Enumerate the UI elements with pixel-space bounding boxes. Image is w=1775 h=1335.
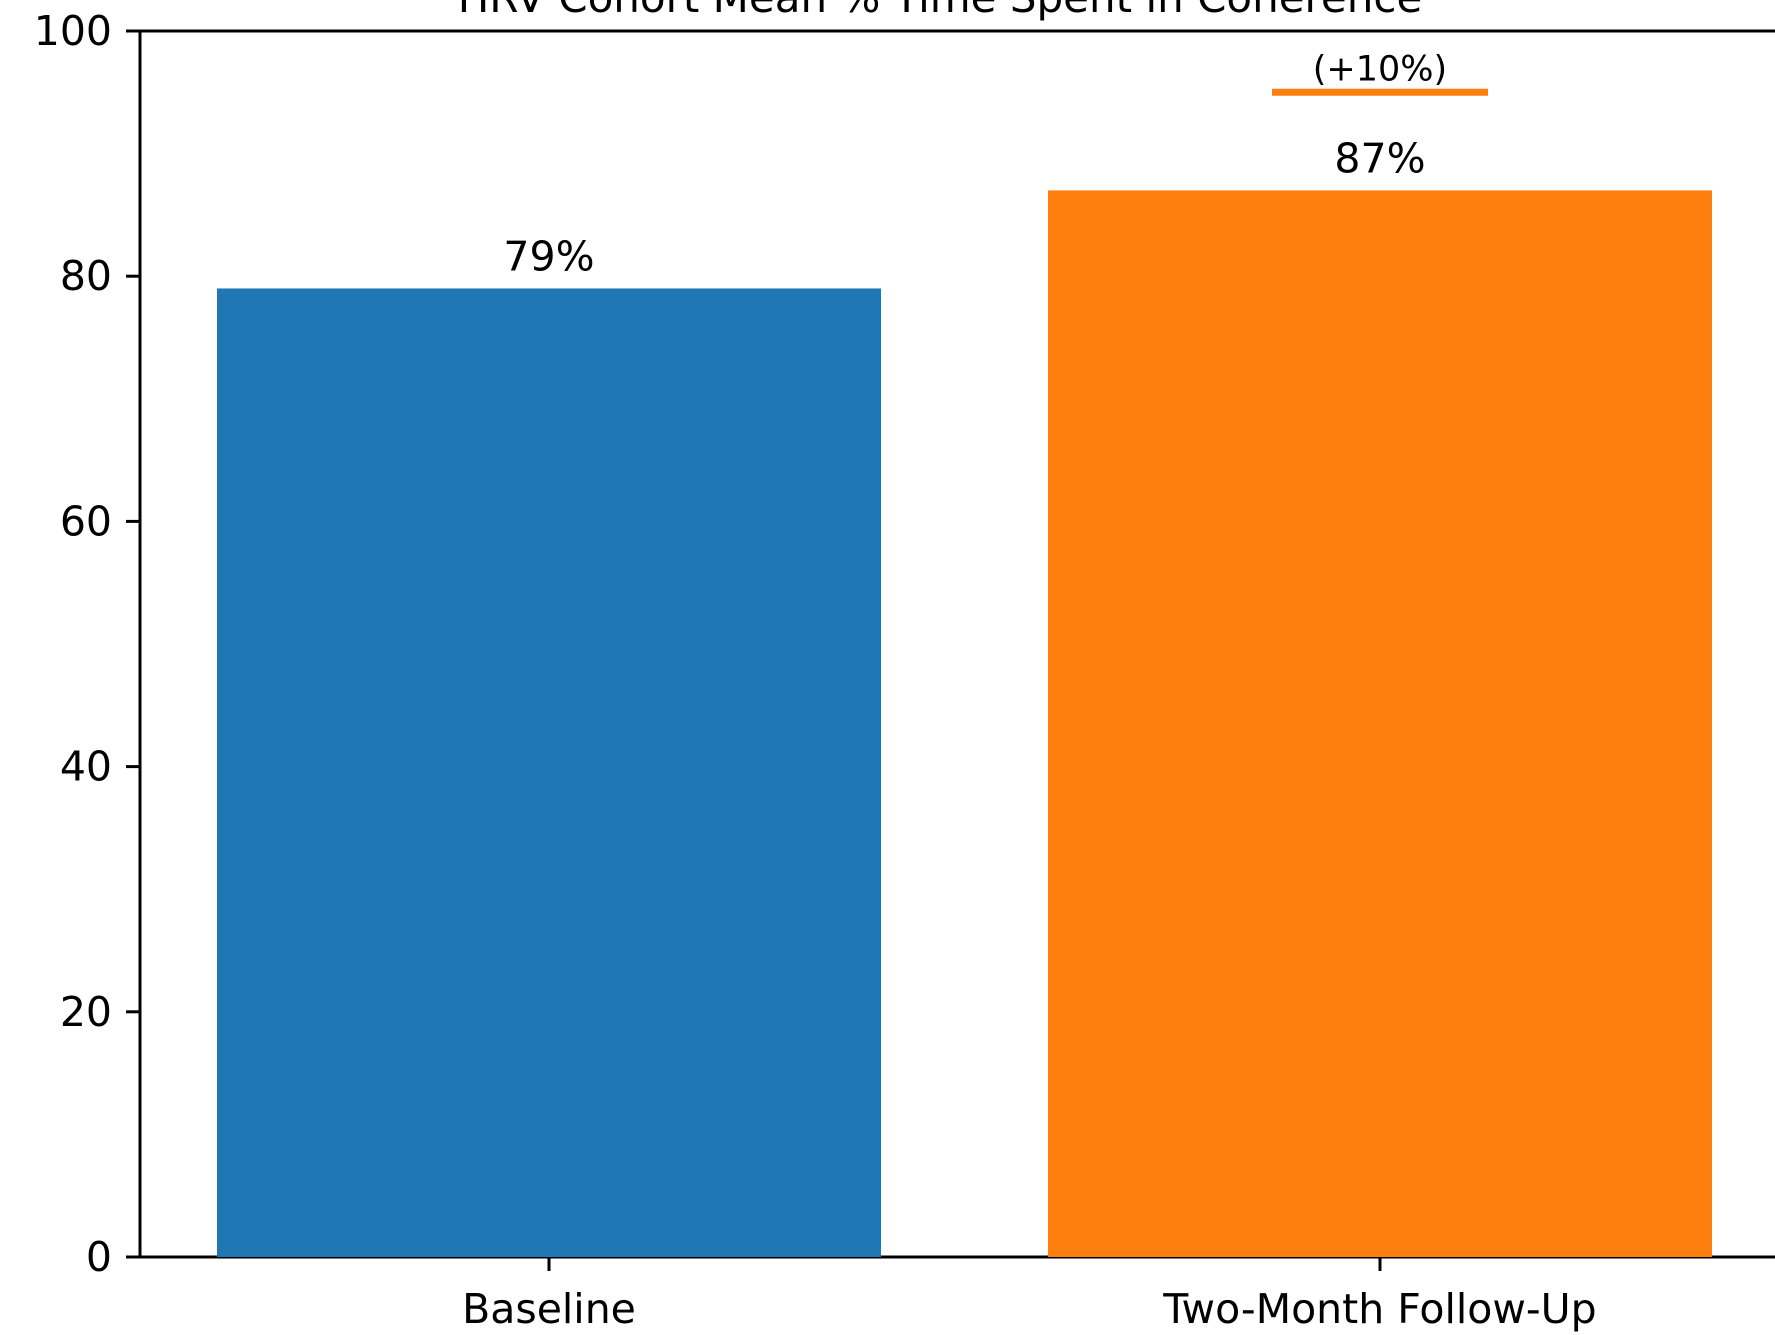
- x-tick-label: Two-Month Follow-Up: [1162, 1285, 1596, 1333]
- bars-group: 79% 87%: [217, 134, 1712, 1258]
- annotation-group: (+10%): [1272, 49, 1488, 96]
- annotation-label: (+10%): [1313, 49, 1447, 89]
- chart-title: HRV Cohort Mean % Time Spent in Coherenc…: [458, 0, 1423, 22]
- y-tick-label: 20: [60, 988, 112, 1036]
- x-tick-label: Baseline: [462, 1285, 636, 1333]
- bar-baseline: [217, 288, 881, 1258]
- bar-two-month-follow-up: [1048, 190, 1712, 1257]
- bar-value-label: 79%: [503, 232, 594, 280]
- y-ticks-group: 0 20 40 60 80 100: [34, 7, 140, 1281]
- bar-value-label: 87%: [1334, 134, 1425, 182]
- y-tick-label: 100: [34, 7, 112, 55]
- x-ticks-group: Baseline Two-Month Follow-Up: [462, 1257, 1597, 1333]
- y-tick-label: 80: [60, 252, 112, 300]
- y-tick-label: 0: [86, 1233, 112, 1281]
- y-tick-label: 60: [60, 497, 112, 545]
- y-tick-label: 40: [60, 743, 112, 791]
